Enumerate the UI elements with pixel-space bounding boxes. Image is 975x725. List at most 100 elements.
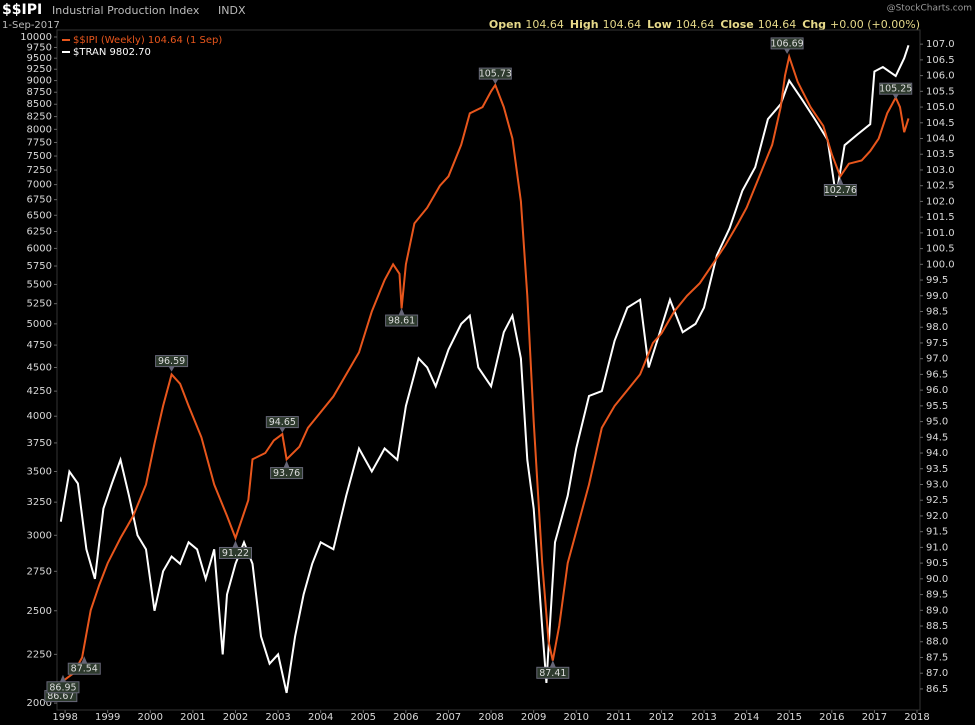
y-tick-label: 4000 xyxy=(27,411,52,422)
y-tick-label: 9250 xyxy=(27,64,52,75)
annotation: 98.61 xyxy=(388,316,415,327)
x-tick-label: 2000 xyxy=(138,712,163,723)
y-tick-label: 6750 xyxy=(27,195,52,206)
quote-label: Open xyxy=(489,18,522,31)
y2-tick-label: 96.5 xyxy=(926,369,948,380)
date: 1-Sep-2017 xyxy=(2,20,60,31)
annotation-pointer xyxy=(492,79,499,85)
y2-tick-label: 100.5 xyxy=(926,244,955,255)
exchange: INDX xyxy=(218,4,246,17)
annotation-pointer xyxy=(837,177,844,185)
x-tick-label: 2011 xyxy=(606,712,631,723)
y-tick-label: 8000 xyxy=(27,124,52,135)
annotation: 96.59 xyxy=(158,356,185,367)
y2-tick-label: 102.0 xyxy=(926,196,955,207)
y2-tick-label: 86.5 xyxy=(926,684,948,695)
y-tick-label: 7750 xyxy=(27,137,52,148)
x-tick-label: 2010 xyxy=(564,712,589,723)
x-tick-label: 2015 xyxy=(777,712,802,723)
y-tick-label: 8750 xyxy=(27,87,52,98)
quote-label: High xyxy=(570,18,599,31)
y2-tick-label: 90.0 xyxy=(926,574,948,585)
y2-tick-label: 87.5 xyxy=(926,652,948,663)
y2-tick-label: 99.5 xyxy=(926,275,948,286)
x-tick-label: 2006 xyxy=(393,712,418,723)
annotation: 94.65 xyxy=(269,417,296,428)
annotation-pointer xyxy=(549,660,556,668)
watermark: @StockCharts.com xyxy=(887,4,972,14)
quote-label: Chg xyxy=(802,18,826,31)
x-tick-label: 2016 xyxy=(819,712,844,723)
y2-tick-label: 102.5 xyxy=(926,181,955,192)
y-tick-label: 5750 xyxy=(27,261,52,272)
y-tick-label: 8500 xyxy=(27,99,52,110)
annotation-pointer xyxy=(59,674,66,682)
y2-tick-label: 106.5 xyxy=(926,55,955,66)
y-tick-label: 5250 xyxy=(27,299,52,310)
y2-tick-label: 89.0 xyxy=(926,605,948,616)
x-tick-label: 2013 xyxy=(691,712,716,723)
y-tick-label: 6500 xyxy=(27,210,52,221)
y2-tick-label: 96.0 xyxy=(926,385,948,396)
y-tick-label: 6250 xyxy=(27,227,52,238)
annotation: 102.76 xyxy=(824,185,857,196)
annotation: 87.41 xyxy=(539,668,566,679)
plot-frame xyxy=(56,29,921,711)
y-tick-label: 4750 xyxy=(27,340,52,351)
y2-tick-label: 93.0 xyxy=(926,479,948,490)
y-tick-label: 8250 xyxy=(27,112,52,123)
series-line xyxy=(59,44,910,694)
y2-tick-label: 101.5 xyxy=(926,212,955,223)
annotation-pointer xyxy=(232,540,239,548)
y-tick-label: 7250 xyxy=(27,165,52,176)
y-tick-label: 4250 xyxy=(27,386,52,397)
annotation: 105.73 xyxy=(479,69,512,80)
y-tick-label: 3750 xyxy=(27,438,52,449)
y2-tick-label: 88.5 xyxy=(926,621,948,632)
x-tick-label: 2008 xyxy=(478,712,503,723)
quote-value: +0.00 (+0.00%) xyxy=(830,18,920,31)
y2-tick-label: 97.5 xyxy=(926,338,948,349)
quote-label: Close xyxy=(720,18,753,31)
annotation-pointer xyxy=(398,308,405,316)
y2-tick-label: 91.5 xyxy=(926,527,948,538)
quote-value: 104.64 xyxy=(758,18,797,31)
y2-tick-label: 92.0 xyxy=(926,511,948,522)
x-tick-label: 2004 xyxy=(308,712,333,723)
annotation-pointer xyxy=(892,94,899,100)
y2-tick-label: 107.0 xyxy=(926,39,955,50)
annotation: 91.22 xyxy=(222,548,249,559)
y2-tick-label: 97.0 xyxy=(926,354,948,365)
y2-tick-label: 91.0 xyxy=(926,542,948,553)
annotation: 86.95 xyxy=(49,682,76,693)
y-tick-label: 3000 xyxy=(27,530,52,541)
y2-tick-label: 89.5 xyxy=(926,590,948,601)
quote-value: 104.64 xyxy=(525,18,564,31)
series-line xyxy=(60,52,910,684)
y-tick-label: 4500 xyxy=(27,362,52,373)
y2-tick-label: 88.0 xyxy=(926,637,948,648)
y2-tick-label: 99.0 xyxy=(926,291,948,302)
y-tick-label: 3500 xyxy=(27,466,52,477)
y-tick-label: 2500 xyxy=(27,606,52,617)
y-tick-label: 9750 xyxy=(27,42,52,53)
y-tick-label: 9000 xyxy=(27,76,52,87)
y2-tick-label: 104.0 xyxy=(926,134,955,145)
annotation: 87.54 xyxy=(71,664,98,675)
y2-tick-label: 106.0 xyxy=(926,71,955,82)
x-tick-label: 2001 xyxy=(180,712,205,723)
quote-value: 104.64 xyxy=(676,18,715,31)
x-tick-label: 1998 xyxy=(52,712,77,723)
x-tick-label: 2009 xyxy=(521,712,546,723)
legend-label: $TRAN 9802.70 xyxy=(73,47,151,58)
y2-tick-label: 90.5 xyxy=(926,558,948,569)
x-tick-label: 2018 xyxy=(904,712,929,723)
legend-label: $$IPI (Weekly) 104.64 (1 Sep) xyxy=(73,35,222,46)
quote-value: 104.64 xyxy=(603,18,642,31)
y2-tick-label: 98.0 xyxy=(926,322,948,333)
quote-label: Low xyxy=(647,18,672,31)
x-tick-label: 2014 xyxy=(734,712,759,723)
annotation: 105.25 xyxy=(879,84,912,95)
y-tick-label: 2250 xyxy=(27,649,52,660)
y-tick-label: 10000 xyxy=(20,32,52,43)
